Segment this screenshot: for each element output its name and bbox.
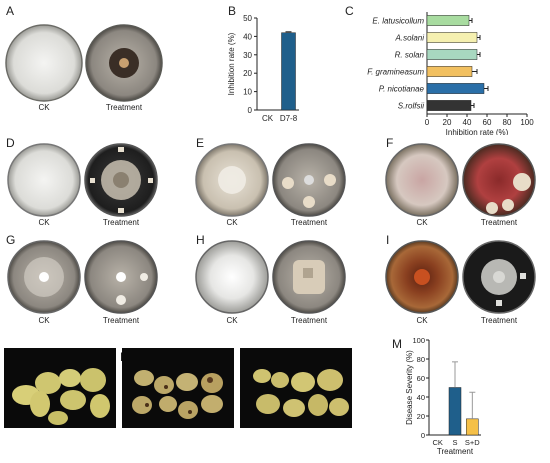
dish-d-ck [7, 143, 81, 217]
chart-c-category-label: A.solani [395, 34, 425, 43]
chart-b-xtick-label: CK [262, 114, 274, 123]
dish-f-ck [385, 143, 459, 217]
panel-label-m: M [392, 337, 402, 351]
caption-d-treatment: Treatment [102, 218, 140, 227]
chart-c-category-label: R. solan [395, 51, 425, 60]
chart-b-bar [281, 32, 296, 111]
chart-c-xlabel: Inhibition rate (%) [446, 128, 509, 135]
chart-b-ytick-label: 50 [243, 14, 252, 23]
panel-label-c: C [345, 4, 354, 18]
chart-b-ytick-label: 40 [243, 32, 252, 41]
caption-g-treatment: Treatment [102, 316, 140, 325]
chart-m-xlabel: Treatment [437, 447, 474, 456]
caption-f-treatment: Treatment [480, 218, 518, 227]
chart-m-bar [466, 418, 479, 436]
chart-c-bar [426, 83, 485, 94]
chart-c-bar [426, 100, 472, 111]
chart-c-xtick-label: 100 [520, 118, 534, 127]
chart-c-xtick-label: 0 [425, 118, 430, 127]
panel-label-i: I [386, 233, 390, 247]
caption-h-treatment: Treatment [290, 316, 328, 325]
dish-h-ck [195, 240, 269, 314]
chart-b-ytick-label: 10 [243, 88, 252, 97]
caption-i-treatment: Treatment [480, 316, 518, 325]
chart-m-xtick-label: CK [432, 438, 442, 447]
chart-m-ytick-label: 0 [421, 431, 425, 440]
chart-b-ylabel: Inhibition rate (%) [227, 32, 236, 95]
chart-b: 0 10 20 30 40 50 CK D7-8 Inhibition rate (%) [227, 14, 299, 123]
chart-m-xtick-label: S+D [465, 438, 480, 447]
chart-m-ytick-label: 60 [417, 374, 425, 383]
chart-m-ylabel: Disease Severity (%) [405, 350, 414, 425]
chart-m-ytick-label: 100 [412, 336, 425, 345]
panel-label-d: D [6, 136, 15, 150]
chart-c-category-label: S.rolfsii [398, 102, 424, 111]
chart-c: 0 20 40 60 80 100 E. latusicollum A.solani R. so… [367, 12, 534, 135]
chart-m-ytick-label: 80 [417, 355, 425, 364]
panel-label-e: E [196, 136, 205, 150]
caption-i-ck: CK [416, 316, 428, 325]
dish-a-ck [5, 24, 83, 102]
caption-a-treatment: Treatment [105, 103, 143, 112]
caption-g-ck: CK [38, 316, 50, 325]
chart-c-xtick-label: 40 [463, 118, 472, 127]
caption-f-ck: CK [416, 218, 428, 227]
chart-c-bar [426, 49, 478, 60]
chart-c-xtick-label: 60 [483, 118, 492, 127]
chart-m-ytick-label: 40 [417, 393, 425, 402]
chart-c-bar [426, 15, 470, 26]
chart-b-ytick-label: 20 [243, 69, 252, 78]
caption-a-ck: CK [38, 103, 50, 112]
chart-b-ytick-label: 0 [248, 106, 253, 115]
panel-label-g: G [6, 233, 16, 247]
chart-c-category-label: F. gramineasum [367, 68, 424, 77]
chart-m-bar [448, 387, 462, 436]
chart-m-ytick-label: 20 [417, 412, 425, 421]
dish-f-treatment [462, 143, 536, 217]
chart-c-bar [426, 32, 478, 43]
chart-c-bar [426, 66, 473, 77]
caption-d-ck: CK [38, 218, 50, 227]
panel-label-h: H [196, 233, 205, 247]
panel-label-f: F [386, 136, 394, 150]
panel-label-b: B [228, 4, 237, 18]
chart-c-xtick-label: 80 [503, 118, 512, 127]
chart-b-xtick-label: D7-8 [280, 114, 298, 123]
caption-e-ck: CK [226, 218, 238, 227]
caption-e-treatment: Treatment [290, 218, 328, 227]
chart-c-xtick-label: 20 [443, 118, 452, 127]
chart-c-category-label: P. nicotianae [379, 85, 425, 94]
chart-b-ytick-label: 30 [243, 51, 252, 60]
panel-label-a: A [6, 4, 15, 18]
chart-c-category-label: E. latusicollum [372, 17, 424, 26]
caption-h-ck: CK [226, 316, 238, 325]
chart-m-xtick-label: S [452, 438, 457, 447]
